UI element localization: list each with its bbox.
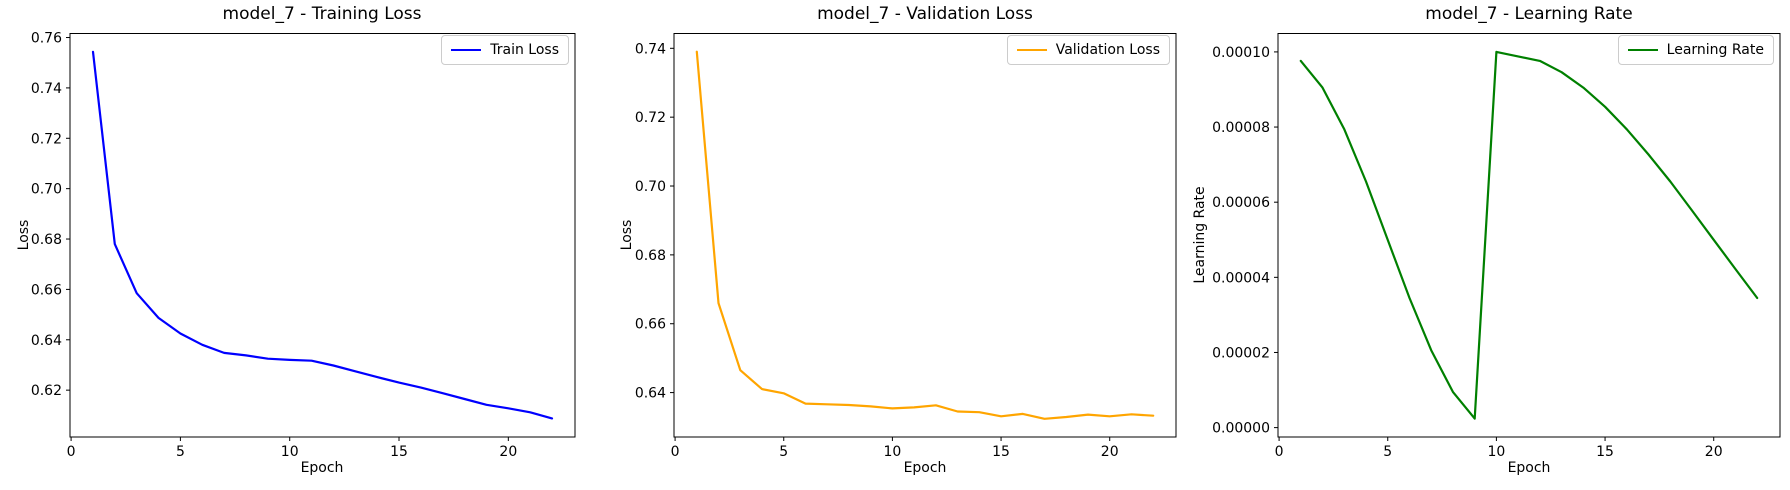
y-tick-label: 0.00000 (1212, 421, 1270, 437)
x-tick-label: 10 (1487, 444, 1505, 460)
y-tick-label: 0.00010 (1212, 45, 1270, 61)
x-tick-label: 0 (1275, 444, 1284, 460)
legend-label-validation-loss: Validation Loss (1055, 42, 1160, 58)
learning-rate-line (1299, 50, 1759, 420)
y-tick-label: 0.74 (635, 41, 666, 57)
x-tick-label: 15 (992, 444, 1010, 460)
legend-learning-rate: Learning Rate (1617, 35, 1774, 65)
learning-rate-line-swatch (1627, 49, 1658, 51)
chart-title-training-loss: model_7 - Training Loss (222, 4, 422, 24)
chart-title-validation-loss: model_7 - Validation Loss (817, 4, 1033, 24)
x-tick-label: 10 (883, 444, 901, 460)
y-tick-label: 0.72 (635, 110, 666, 126)
x-tick-label: 10 (281, 444, 299, 460)
x-axis-label-learning-rate: Epoch (1507, 460, 1551, 476)
axes-spine (1277, 33, 1781, 438)
axes-spine (69, 33, 576, 438)
legend-validation-loss: Validation Loss (1006, 35, 1170, 65)
x-tick-label: 20 (1705, 444, 1723, 460)
x-tick-label: 5 (779, 444, 788, 460)
x-tick-label: 5 (1383, 444, 1392, 460)
y-tick-label: 0.72 (31, 131, 62, 147)
y-tick-label: 0.66 (635, 317, 666, 333)
validation-loss-line-swatch (1016, 49, 1047, 51)
y-tick-label: 0.64 (635, 386, 666, 402)
x-axis-label-training-loss: Epoch (300, 460, 344, 476)
x-tick-label: 20 (499, 444, 517, 460)
train-loss-line (91, 50, 554, 420)
x-tick-label: 0 (67, 444, 76, 460)
y-axis-label-learning-rate: Learning Rate (1192, 186, 1208, 284)
y-axis-label-training-loss: Loss (16, 219, 32, 251)
y-tick-label: 0.74 (31, 81, 62, 97)
y-tick-label: 0.66 (31, 282, 62, 298)
legend-label-learning-rate: Learning Rate (1666, 42, 1764, 58)
y-tick-label: 0.00004 (1212, 270, 1270, 286)
x-tick-label: 20 (1101, 444, 1119, 460)
legend-label-train-loss: Train Loss (490, 42, 559, 58)
y-tick-label: 0.62 (31, 383, 62, 399)
y-tick-label: 0.00002 (1212, 345, 1270, 361)
axes-spine (673, 33, 1177, 438)
chart-title-learning-rate: model_7 - Learning Rate (1425, 4, 1633, 24)
x-tick-label: 5 (176, 444, 185, 460)
validation-loss-line (695, 50, 1155, 420)
legend-training-loss: Train Loss (441, 35, 569, 65)
y-tick-label: 0.00006 (1212, 195, 1270, 211)
y-tick-label: 0.00008 (1212, 120, 1270, 136)
y-tick-label: 0.76 (31, 31, 62, 47)
y-axis-label-validation-loss: Loss (619, 219, 635, 251)
y-tick-label: 0.68 (635, 248, 666, 264)
x-tick-label: 15 (390, 444, 408, 460)
x-tick-label: 0 (671, 444, 680, 460)
y-tick-label: 0.64 (31, 333, 62, 349)
y-tick-label: 0.70 (635, 179, 666, 195)
train-loss-line-swatch (451, 49, 482, 51)
y-tick-label: 0.68 (31, 232, 62, 248)
x-tick-label: 15 (1596, 444, 1614, 460)
y-tick-label: 0.70 (31, 182, 62, 198)
x-axis-label-validation-loss: Epoch (903, 460, 947, 476)
